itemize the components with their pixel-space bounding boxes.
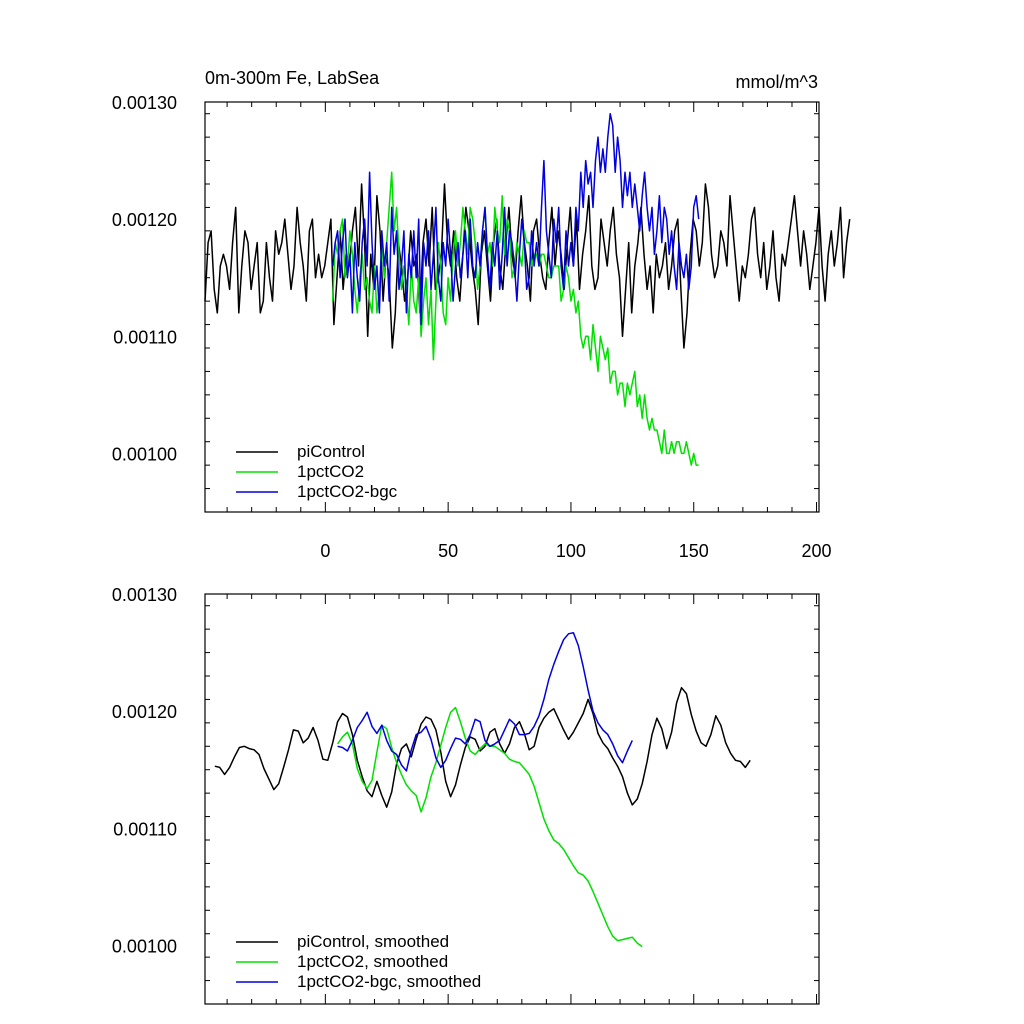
x-tick-label: 0: [320, 541, 330, 561]
tick-marks: [205, 594, 819, 1005]
x-tick-label: 150: [679, 541, 709, 561]
plot-frame: [204, 593, 820, 1005]
series-line-0: [214, 686, 751, 808]
y-tick-label: 0.00120: [112, 210, 177, 230]
series-line-2: [337, 631, 633, 772]
legend-label: piControl, smoothed: [297, 932, 449, 951]
series-line-1: [331, 171, 699, 466]
y-tick-label: 0.00110: [113, 819, 177, 839]
y-tick-labels: 0.00100 0.00110 0.00120 0.00130: [112, 585, 177, 956]
plot-frame: [204, 101, 820, 513]
top-panel: 0m-300m Fe, LabSea mmol/m^3 0.001000.001…: [112, 68, 851, 561]
series-line-1: [336, 706, 643, 948]
x-tick-label: 200: [802, 541, 832, 561]
y-tick-label: 0.00130: [112, 585, 177, 605]
series-lines: [204, 112, 851, 466]
y-tick-label: 0.00100: [112, 444, 177, 464]
legend-label: 1pctCO2-bgc, smoothed: [297, 972, 481, 991]
x-tick-label: 100: [556, 541, 586, 561]
y-tick-label: 0.00110: [113, 327, 177, 347]
y-tick-label: 0.00130: [112, 93, 177, 113]
legend-label: 1pctCO2, smoothed: [297, 952, 448, 971]
units-label: mmol/m^3: [736, 72, 818, 92]
x-tick-label: 50: [438, 541, 458, 561]
legend-label: 1pctCO2-bgc: [297, 482, 398, 501]
series-line-0: [204, 183, 851, 349]
legend-label: 1pctCO2: [297, 462, 364, 481]
y-tick-label: 0.00100: [112, 936, 177, 956]
bottom-panel: 0.00100 0.00110 0.00120 0.00130 piControl, …: [112, 585, 820, 1005]
chart-title: 0m-300m Fe, LabSea: [205, 68, 380, 88]
series-line-2: [331, 112, 700, 326]
series-lines: [214, 631, 751, 948]
y-tick-label: 0.00120: [112, 702, 177, 722]
x-tick-labels: 0 50 100 150 200: [320, 541, 831, 561]
legend-label: piControl: [297, 442, 365, 461]
y-tick-labels: 0.00100 0.00110 0.00120 0.00130: [112, 93, 177, 464]
tick-marks: [205, 102, 819, 513]
